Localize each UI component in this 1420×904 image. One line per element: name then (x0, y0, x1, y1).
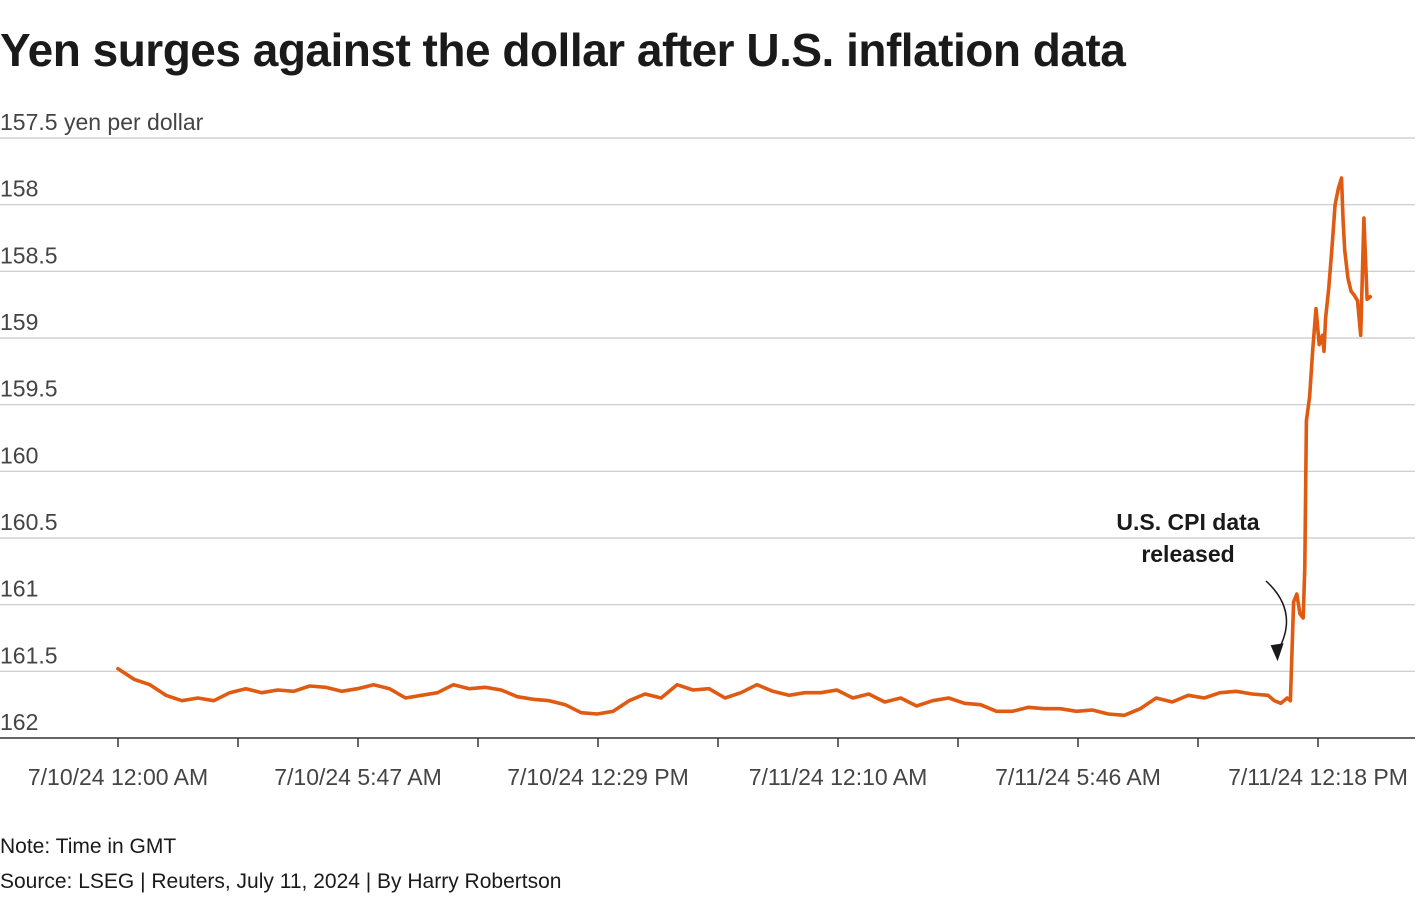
y-tick-label: 157.5 yen per dollar (0, 109, 204, 135)
annotation-text: released (1141, 541, 1234, 567)
gridlines (0, 137, 1415, 672)
x-tick-label: 7/10/24 5:47 AM (274, 764, 442, 790)
y-tick-label: 159.5 (0, 376, 58, 402)
chart-note: Note: Time in GMT (0, 835, 177, 858)
annotation-arrowhead (1270, 643, 1284, 662)
chart-source: Source: LSEG | Reuters, July 11, 2024 | … (0, 870, 562, 893)
y-tick-label: 158.5 (0, 242, 58, 268)
y-tick-label: 162 (0, 709, 38, 735)
usd-jpy-series-line (116, 176, 1373, 718)
x-tick-label: 7/10/24 12:29 PM (507, 764, 689, 790)
y-axis-tick-labels: 157.5 yen per dollar 158 158.5 159 159.5 160 1… (0, 109, 204, 735)
y-tick-label: 161.5 (0, 642, 58, 668)
chart-title: Yen surges against the dollar after U.S.… (0, 24, 1126, 76)
annotation-arrow-line (1265, 580, 1288, 652)
x-tick-label: 7/11/24 12:10 AM (749, 764, 928, 790)
x-axis: 7/10/24 12:00 AM 7/10/24 5:47 AM 7/10/24 1… (0, 737, 1415, 790)
y-tick-label: 160 (0, 442, 38, 468)
y-tick-label: 159 (0, 309, 38, 335)
x-tick-label: 7/11/24 12:18 PM (1228, 764, 1408, 790)
x-tick-label: 7/11/24 5:46 AM (995, 764, 1161, 790)
line-chart: 157.5 yen per dollar 158 158.5 159 159.5 160 1… (0, 109, 1415, 790)
y-tick-label: 160.5 (0, 509, 58, 535)
cpi-annotation: U.S. CPI data released (1116, 509, 1288, 662)
y-tick-label: 158 (0, 176, 38, 202)
y-tick-label: 161 (0, 576, 38, 602)
x-tick-label: 7/10/24 12:00 AM (28, 764, 208, 790)
series-layer (116, 176, 1373, 718)
annotation-text: U.S. CPI data (1116, 509, 1259, 535)
